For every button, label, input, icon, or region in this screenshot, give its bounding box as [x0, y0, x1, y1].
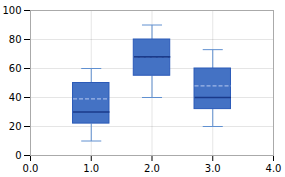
svg-text:100: 100 [2, 5, 21, 16]
svg-text:0.0: 0.0 [23, 163, 39, 174]
svg-text:4.0: 4.0 [266, 163, 282, 174]
svg-text:0: 0 [15, 150, 21, 161]
svg-text:60: 60 [9, 63, 22, 74]
svg-text:20: 20 [9, 121, 22, 132]
svg-text:1.0: 1.0 [83, 163, 99, 174]
svg-text:3.0: 3.0 [205, 163, 221, 174]
svg-text:40: 40 [9, 92, 22, 103]
svg-text:80: 80 [9, 34, 22, 45]
svg-text:2.0: 2.0 [144, 163, 160, 174]
